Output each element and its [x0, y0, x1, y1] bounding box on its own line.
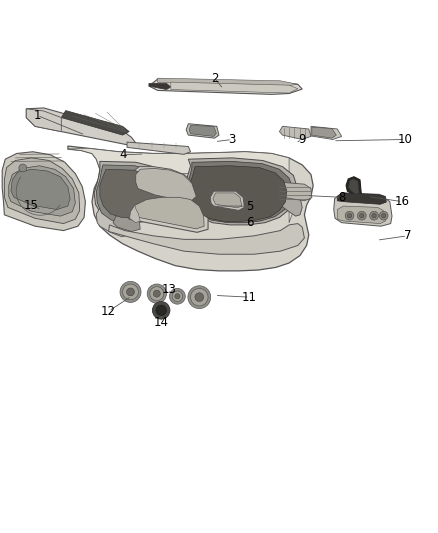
Polygon shape: [349, 179, 359, 194]
Circle shape: [152, 302, 170, 319]
Text: 10: 10: [398, 133, 413, 146]
Polygon shape: [96, 165, 167, 223]
Polygon shape: [312, 127, 336, 138]
Circle shape: [156, 305, 166, 316]
Polygon shape: [11, 169, 70, 209]
Text: 15: 15: [23, 199, 38, 212]
Text: 6: 6: [246, 216, 254, 229]
Polygon shape: [171, 82, 298, 93]
Polygon shape: [96, 201, 134, 237]
Text: 4: 4: [119, 148, 127, 161]
Polygon shape: [113, 213, 140, 231]
Polygon shape: [149, 79, 302, 94]
Polygon shape: [210, 191, 244, 211]
Circle shape: [120, 281, 141, 302]
Circle shape: [379, 211, 388, 220]
Polygon shape: [127, 194, 208, 232]
Polygon shape: [2, 152, 85, 231]
Polygon shape: [127, 142, 191, 155]
Polygon shape: [130, 205, 140, 223]
Text: 5: 5: [246, 199, 253, 213]
Text: 12: 12: [101, 305, 116, 318]
Text: 9: 9: [298, 133, 306, 146]
Polygon shape: [337, 193, 386, 204]
Polygon shape: [134, 167, 199, 203]
Text: 14: 14: [154, 316, 169, 329]
Polygon shape: [346, 177, 361, 197]
Polygon shape: [4, 158, 80, 223]
Circle shape: [150, 287, 164, 301]
Circle shape: [153, 290, 160, 297]
Circle shape: [357, 211, 366, 220]
Polygon shape: [131, 197, 204, 229]
Polygon shape: [337, 206, 385, 223]
Polygon shape: [109, 223, 304, 254]
Circle shape: [372, 214, 376, 218]
Circle shape: [347, 214, 352, 218]
Circle shape: [147, 284, 166, 303]
Circle shape: [195, 293, 204, 302]
Polygon shape: [185, 158, 297, 225]
Polygon shape: [186, 124, 219, 138]
Polygon shape: [61, 110, 129, 135]
Polygon shape: [26, 109, 61, 132]
Polygon shape: [334, 193, 392, 226]
Circle shape: [127, 288, 134, 296]
Text: 3: 3: [229, 133, 236, 146]
Text: 13: 13: [161, 283, 176, 296]
Polygon shape: [136, 168, 196, 200]
Polygon shape: [278, 182, 312, 201]
Circle shape: [170, 288, 185, 304]
Circle shape: [381, 214, 386, 218]
Polygon shape: [279, 126, 311, 140]
Circle shape: [360, 214, 364, 218]
Text: 16: 16: [395, 195, 410, 208]
Text: 11: 11: [242, 290, 257, 304]
Text: 2: 2: [211, 71, 219, 85]
Polygon shape: [189, 166, 287, 221]
Polygon shape: [213, 193, 242, 208]
Circle shape: [345, 211, 354, 220]
Polygon shape: [187, 161, 293, 223]
Circle shape: [191, 288, 208, 306]
Polygon shape: [68, 146, 313, 271]
Circle shape: [19, 164, 27, 172]
Polygon shape: [149, 84, 171, 90]
Polygon shape: [158, 78, 298, 86]
Circle shape: [123, 284, 138, 300]
Polygon shape: [68, 148, 302, 223]
Polygon shape: [311, 126, 342, 140]
Circle shape: [175, 294, 180, 299]
Text: 7: 7: [403, 229, 411, 243]
Polygon shape: [94, 161, 171, 223]
Circle shape: [188, 286, 211, 309]
Text: 8: 8: [338, 191, 345, 204]
Circle shape: [370, 211, 378, 220]
Polygon shape: [26, 108, 136, 145]
Polygon shape: [9, 166, 75, 216]
Circle shape: [172, 291, 183, 302]
Polygon shape: [189, 125, 216, 136]
Polygon shape: [277, 189, 302, 216]
Text: 1: 1: [33, 109, 41, 122]
Polygon shape: [100, 169, 162, 219]
